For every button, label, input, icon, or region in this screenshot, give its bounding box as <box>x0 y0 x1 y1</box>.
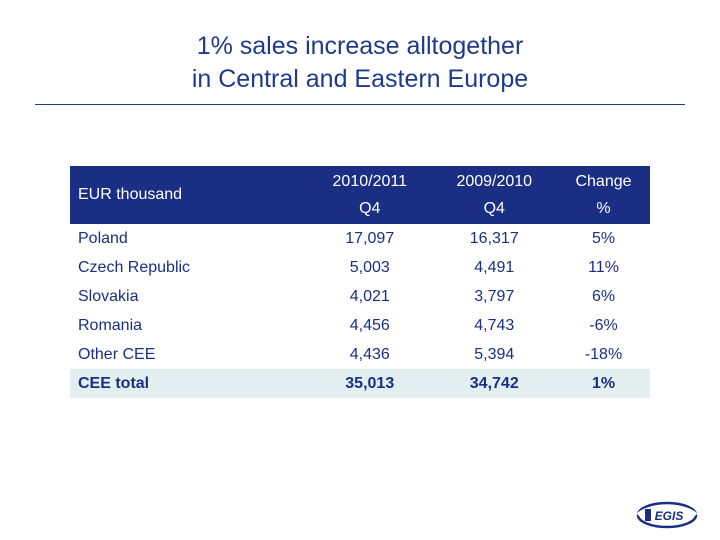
row-prior-value: 4,491 <box>474 258 515 276</box>
row-label: Poland <box>78 229 128 247</box>
logo-text: EGIS <box>655 509 684 523</box>
header-change-line-1: Change <box>575 173 632 190</box>
header-unit: EUR thousand <box>70 166 308 224</box>
header-prior-period: 2009/2010 Q4 <box>431 166 557 224</box>
row-current-value: 4,021 <box>349 287 390 305</box>
row-change: 11% <box>588 258 619 276</box>
header-prior-period-line-1: 2009/2010 <box>456 173 533 190</box>
table-row: Slovakia 4,021 3,797 6% <box>70 282 650 311</box>
total-current-value: 35,013 <box>308 369 432 398</box>
row-prior-value: 16,317 <box>469 229 519 247</box>
total-label: CEE total <box>70 369 308 398</box>
row-label: Slovakia <box>78 287 139 305</box>
table-header-row: EUR thousand 2010/2011 Q4 2009/2010 Q4 C… <box>70 166 650 224</box>
header-current-period-line-1: 2010/2011 <box>332 173 407 190</box>
table-row: Czech Republic 5,003 4,491 11% <box>70 253 650 282</box>
row-label: Other CEE <box>78 345 156 363</box>
row-current-value: 4,456 <box>349 316 390 334</box>
slide-title: 1% sales increase alltogether in Central… <box>0 30 720 96</box>
egis-logo-icon: EGIS <box>636 501 698 529</box>
table-row: Romania 4,456 4,743 -6% <box>70 311 650 340</box>
row-prior-value: 3,797 <box>474 287 515 305</box>
row-label: Czech Republic <box>78 258 191 276</box>
row-change: -6% <box>589 316 618 334</box>
row-prior-value: 4,743 <box>474 316 515 334</box>
header-prior-period-line-2: Q4 <box>483 200 505 217</box>
total-change: 1% <box>557 369 650 398</box>
table-row: Poland 17,097 16,317 5% <box>70 224 650 253</box>
title-divider <box>35 104 685 105</box>
title-line-2: in Central and Eastern Europe <box>191 65 529 93</box>
row-change: 5% <box>591 229 616 247</box>
row-change: -18% <box>584 345 623 363</box>
row-current-value: 5,003 <box>349 258 390 276</box>
header-change-line-2: % <box>596 200 611 217</box>
header-change: Change % <box>557 166 650 224</box>
row-current-value: 4,436 <box>349 345 390 363</box>
sales-table: EUR thousand 2010/2011 Q4 2009/2010 Q4 C… <box>70 166 650 398</box>
row-change: 6% <box>591 287 616 305</box>
total-prior-value: 34,742 <box>431 369 557 398</box>
header-current-period: 2010/2011 Q4 <box>308 166 432 224</box>
header-current-period-line-2: Q4 <box>359 200 381 217</box>
row-prior-value: 5,394 <box>474 345 515 363</box>
title-line-1: 1% sales increase alltogether <box>196 32 524 60</box>
row-label: Romania <box>78 316 143 334</box>
row-current-value: 17,097 <box>345 229 395 247</box>
table-total-row: CEE total 35,013 34,742 1% <box>70 369 650 398</box>
table-row: Other CEE 4,436 5,394 -18% <box>70 340 650 369</box>
